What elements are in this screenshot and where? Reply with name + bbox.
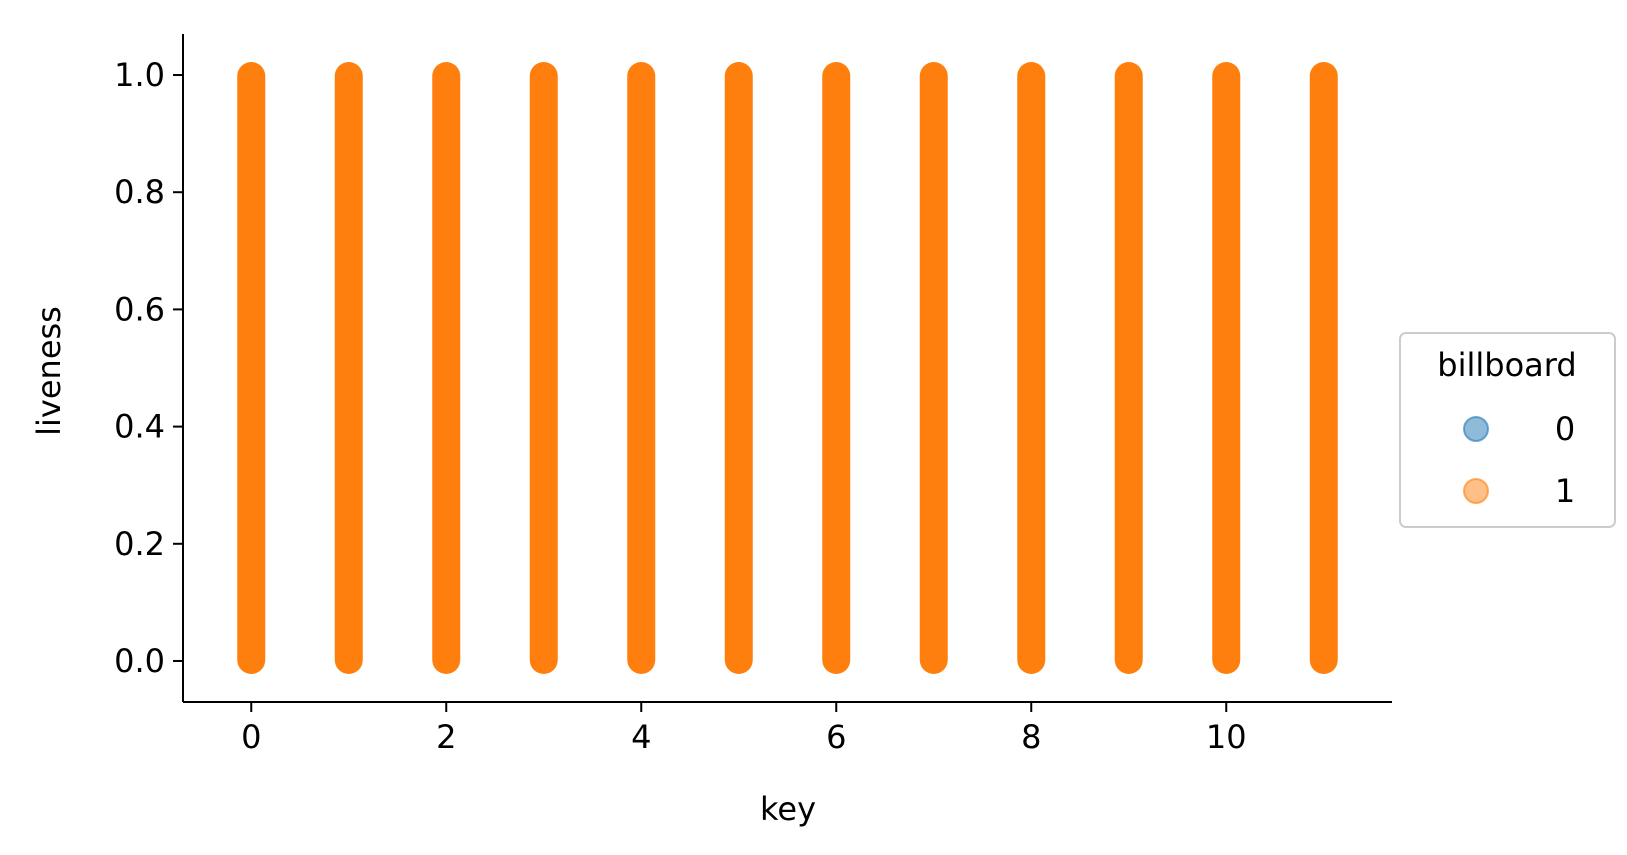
x-tick-label: 8	[1021, 718, 1041, 756]
data-band-key-3	[529, 62, 558, 674]
data-band-key-4	[627, 62, 656, 674]
y-tick-label: 0.6	[114, 290, 165, 328]
data-band-key-0	[237, 62, 266, 674]
x-tick-label: 0	[241, 718, 261, 756]
y-tick-label: 0.4	[114, 408, 165, 446]
y-tick-label: 1.0	[114, 56, 165, 94]
data-band-key-6	[822, 62, 851, 674]
data-band-key-9	[1114, 62, 1143, 674]
y-ticks: 0.0 0.2 0.4 0.6 0.8 1.0	[114, 56, 183, 680]
legend-title: billboard	[1437, 346, 1576, 384]
axes	[182, 34, 1392, 703]
x-tick-label: 6	[826, 718, 846, 756]
x-tick-label: 2	[436, 718, 456, 756]
data-band-key-1	[334, 62, 363, 674]
y-tick-label: 0.2	[114, 525, 165, 563]
y-tick-label: 0.8	[114, 173, 165, 211]
data-band-key-11	[1309, 62, 1338, 674]
legend-marker-0	[1463, 416, 1489, 442]
y-tick-label: 0.0	[114, 642, 165, 680]
legend: billboard 0 1	[1399, 332, 1616, 528]
x-tick-label: 10	[1206, 718, 1247, 756]
data-bands	[237, 62, 1338, 674]
y-axis-label: liveness	[30, 306, 68, 436]
data-band-key-10	[1212, 62, 1241, 674]
legend-frame	[1399, 332, 1616, 528]
data-band-key-8	[1017, 62, 1046, 674]
data-band-key-7	[919, 62, 948, 674]
data-band-key-2	[432, 62, 461, 674]
legend-label-0: 0	[1555, 410, 1575, 448]
x-ticks: 0 2 4 6 8 10	[241, 702, 1247, 756]
data-band-key-5	[724, 62, 753, 674]
legend-marker-1	[1463, 478, 1489, 504]
x-tick-label: 4	[631, 718, 651, 756]
legend-label-1: 1	[1555, 472, 1575, 510]
x-axis-label: key	[760, 790, 816, 828]
